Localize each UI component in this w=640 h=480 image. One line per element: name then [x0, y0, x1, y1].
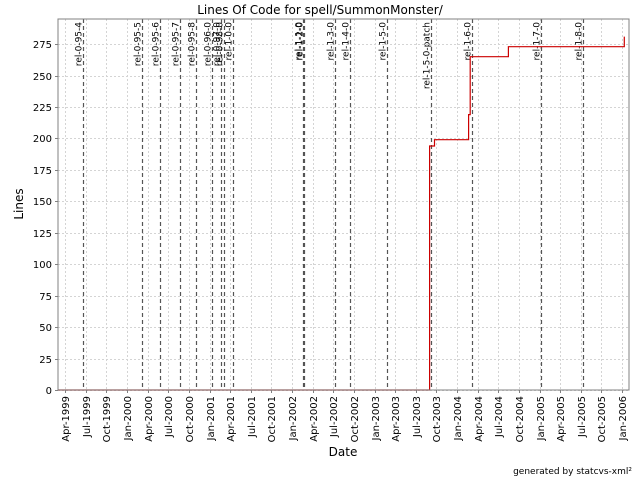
y-tick-label: 50: [39, 323, 52, 334]
x-tick-label: Oct-2002: [350, 396, 361, 442]
x-tick-label: Apr-2001: [226, 396, 237, 442]
x-tick-label: Jul-2005: [577, 396, 588, 438]
x-tick-label: Oct-2003: [432, 396, 443, 442]
x-axis-label: Date: [329, 445, 358, 459]
generator-credit: generated by statcvs-xml²: [513, 467, 632, 477]
y-tick-label: 175: [33, 166, 52, 177]
x-tick-label: Apr-1999: [61, 396, 72, 442]
y-tick-label: 200: [33, 134, 52, 145]
x-tick-label: Jan-2001: [206, 396, 217, 441]
release-tags: rel-0-95-4 rel-0-95-5 rel-0-95-6 rel-0-95-7…: [75, 19, 585, 390]
x-tick-label: Jul-2003: [412, 396, 423, 438]
y-axis-label: Lines: [12, 188, 26, 219]
x-tick-label: Jan-2000: [123, 396, 134, 441]
x-tick-label: Oct-1999: [102, 396, 113, 442]
x-tick-label: Jan-2005: [536, 396, 547, 441]
x-tick-label: Jul-2002: [329, 396, 340, 438]
y-tick-label: 125: [33, 229, 52, 240]
x-tick-label: Oct-2004: [515, 396, 526, 442]
release-tag-label: rel-1-6-0: [464, 22, 474, 61]
grid-lines: [58, 19, 629, 391]
x-tick-label: Jan-2006: [618, 396, 629, 441]
release-tag-label: rel-0-96-0: [204, 22, 214, 66]
release-tag-label: rel-0-95-4: [75, 22, 85, 66]
release-tag-label: rel-1-4-0: [342, 22, 352, 61]
y-tick-label: 225: [33, 103, 52, 114]
x-tick-label: Oct-2001: [267, 396, 278, 442]
y-tick-label: 150: [33, 197, 52, 208]
x-tick-label: Jul-1999: [82, 396, 93, 438]
x-tick-label: Jan-2004: [453, 396, 464, 441]
x-tick-label: Apr-2004: [474, 396, 485, 442]
release-tag-label: rel-0-98-0: [216, 22, 226, 66]
release-tag-label: rel-1-0-0: [225, 22, 235, 61]
x-tick-label: Apr-2003: [391, 396, 402, 442]
x-tick-label: Oct-2000: [185, 396, 196, 442]
y-tick-label: 25: [39, 355, 52, 366]
x-axis-ticks: Apr-1999 Jul-1999 Oct-1999 Jan-2000 Apr-2000…: [61, 390, 629, 442]
release-tag-label: rel-0-95-6: [152, 22, 162, 66]
chart-title: Lines Of Code for spell/SummonMonster/: [197, 3, 443, 17]
release-tag-label: rel-0-97-0: [213, 22, 223, 66]
release-tag-label: rel-0-95-8: [188, 22, 198, 66]
y-tick-label: 275: [33, 40, 52, 51]
x-tick-label: Oct-2005: [597, 396, 608, 442]
release-tag-label: rel-0-95-7: [172, 22, 182, 66]
release-tag-label: rel-1-3-0: [327, 22, 337, 61]
x-tick-label: Jan-2003: [371, 396, 382, 441]
release-tag-label: rel-1-2-0: [296, 22, 306, 61]
release-tag-label: rel-1-5-0: [379, 22, 389, 61]
loc-series-line: [58, 36, 625, 391]
plot-frame: [57, 18, 630, 391]
x-tick-label: Apr-2005: [556, 396, 567, 442]
y-tick-label: 0: [46, 386, 52, 397]
release-tag-label: rel-1-1-0: [295, 22, 305, 61]
y-tick-label: 100: [33, 260, 52, 271]
y-tick-label: 75: [39, 292, 52, 303]
y-tick-label: 250: [33, 72, 52, 83]
y-axis-ticks: 0 25 50 75 100 125 150 175 200 225 250 275: [33, 40, 58, 397]
release-tag-label: rel-1-8-0: [575, 22, 585, 61]
x-tick-label: Jan-2002: [288, 396, 299, 441]
series-lines: [58, 36, 625, 391]
release-tag-label: rel-0-95-5: [134, 22, 144, 66]
release-tag-label: rel-1-5-0-patch: [423, 22, 433, 89]
release-tag-label: rel-1-7-0: [533, 22, 543, 61]
x-tick-label: Jul-2000: [164, 396, 175, 438]
plot-background: [58, 19, 629, 390]
x-tick-label: Apr-2002: [309, 396, 320, 442]
x-tick-label: Jul-2001: [247, 396, 258, 438]
x-tick-label: Jul-2004: [494, 396, 505, 438]
x-tick-label: Apr-2000: [144, 396, 155, 442]
